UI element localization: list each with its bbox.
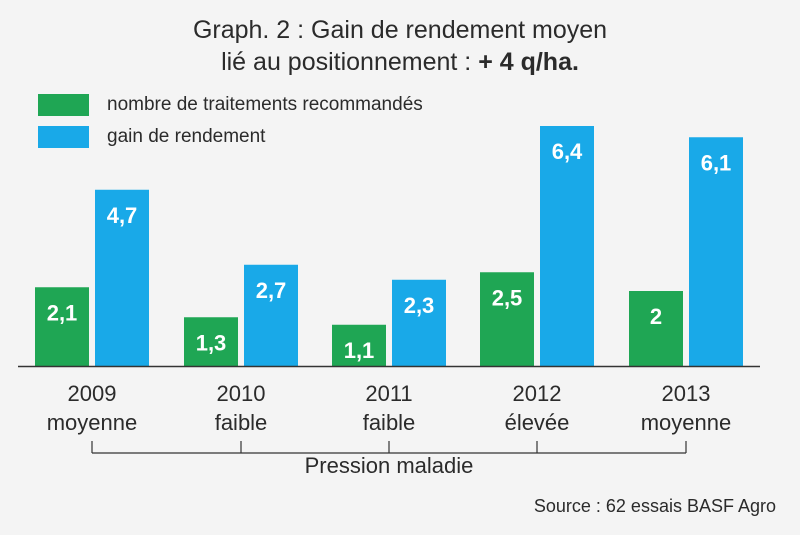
bar-treatments-2011	[332, 324, 386, 366]
x-subtick-label-2010: faible	[215, 410, 268, 435]
bar-yield-gain-2011	[392, 279, 446, 366]
legend-item-yield-gain: gain de rendement	[38, 123, 423, 151]
x-tick-label-2013: 2013	[662, 381, 711, 406]
data-label-yield-gain-2011: 2,3	[404, 293, 435, 318]
bar-treatments-2012	[480, 272, 534, 366]
data-label-yield-gain-2010: 2,7	[256, 278, 287, 303]
title-line-2-highlight: + 4 q/ha.	[478, 48, 579, 76]
x-axis-label: Pression maladie	[305, 453, 474, 478]
x-subtick-label-2012: élevée	[505, 410, 570, 435]
title-line-2: lié au positionnement : + 4 q/ha.	[0, 46, 800, 78]
chart-title: Graph. 2 : Gain de rendement moyen lié a…	[0, 14, 800, 78]
x-tick-label-2011: 2011	[365, 381, 412, 406]
title-line-2-prefix: lié au positionnement :	[221, 48, 479, 76]
x-tick-label-2010: 2010	[217, 381, 266, 406]
x-subtick-label-2013: moyenne	[641, 410, 732, 435]
data-label-yield-gain-2009: 4,7	[107, 203, 138, 228]
data-label-treatments-2009: 2,1	[47, 300, 78, 325]
data-label-treatments-2012: 2,5	[492, 285, 523, 310]
x-subtick-label-2011: faible	[363, 410, 416, 435]
bar-yield-gain-2012	[540, 126, 594, 366]
x-tick-label-2009: 2009	[68, 381, 117, 406]
bar-treatments-2009	[35, 287, 89, 366]
legend-item-treatments: nombre de traitements recommandés	[38, 91, 423, 119]
legend: nombre de traitements recommandés gain d…	[38, 91, 423, 155]
legend-label-yield-gain: gain de rendement	[107, 126, 266, 147]
bar-yield-gain-2009	[95, 189, 149, 366]
bar-yield-gain-2010	[244, 264, 298, 366]
x-tick-label-2012: 2012	[513, 381, 562, 406]
title-line-1: Graph. 2 : Gain de rendement moyen	[192, 16, 608, 44]
data-label-treatments-2011: 1,1	[344, 338, 375, 363]
x-subtick-label-2009: moyenne	[47, 410, 138, 435]
bar-treatments-2010	[184, 317, 238, 366]
data-label-treatments-2013: 2	[650, 304, 662, 329]
legend-swatch-blue	[38, 126, 89, 148]
data-label-yield-gain-2012: 6,4	[552, 139, 583, 164]
legend-swatch-green	[38, 94, 89, 116]
bar-treatments-2013	[629, 291, 683, 366]
data-label-yield-gain-2013: 6,1	[701, 150, 732, 175]
source-note: Source : 62 essais BASF Agro	[533, 496, 776, 516]
data-label-treatments-2010: 1,3	[196, 330, 227, 355]
legend-label-treatments: nombre de traitements recommandés	[107, 94, 423, 115]
bar-yield-gain-2013	[689, 137, 743, 366]
